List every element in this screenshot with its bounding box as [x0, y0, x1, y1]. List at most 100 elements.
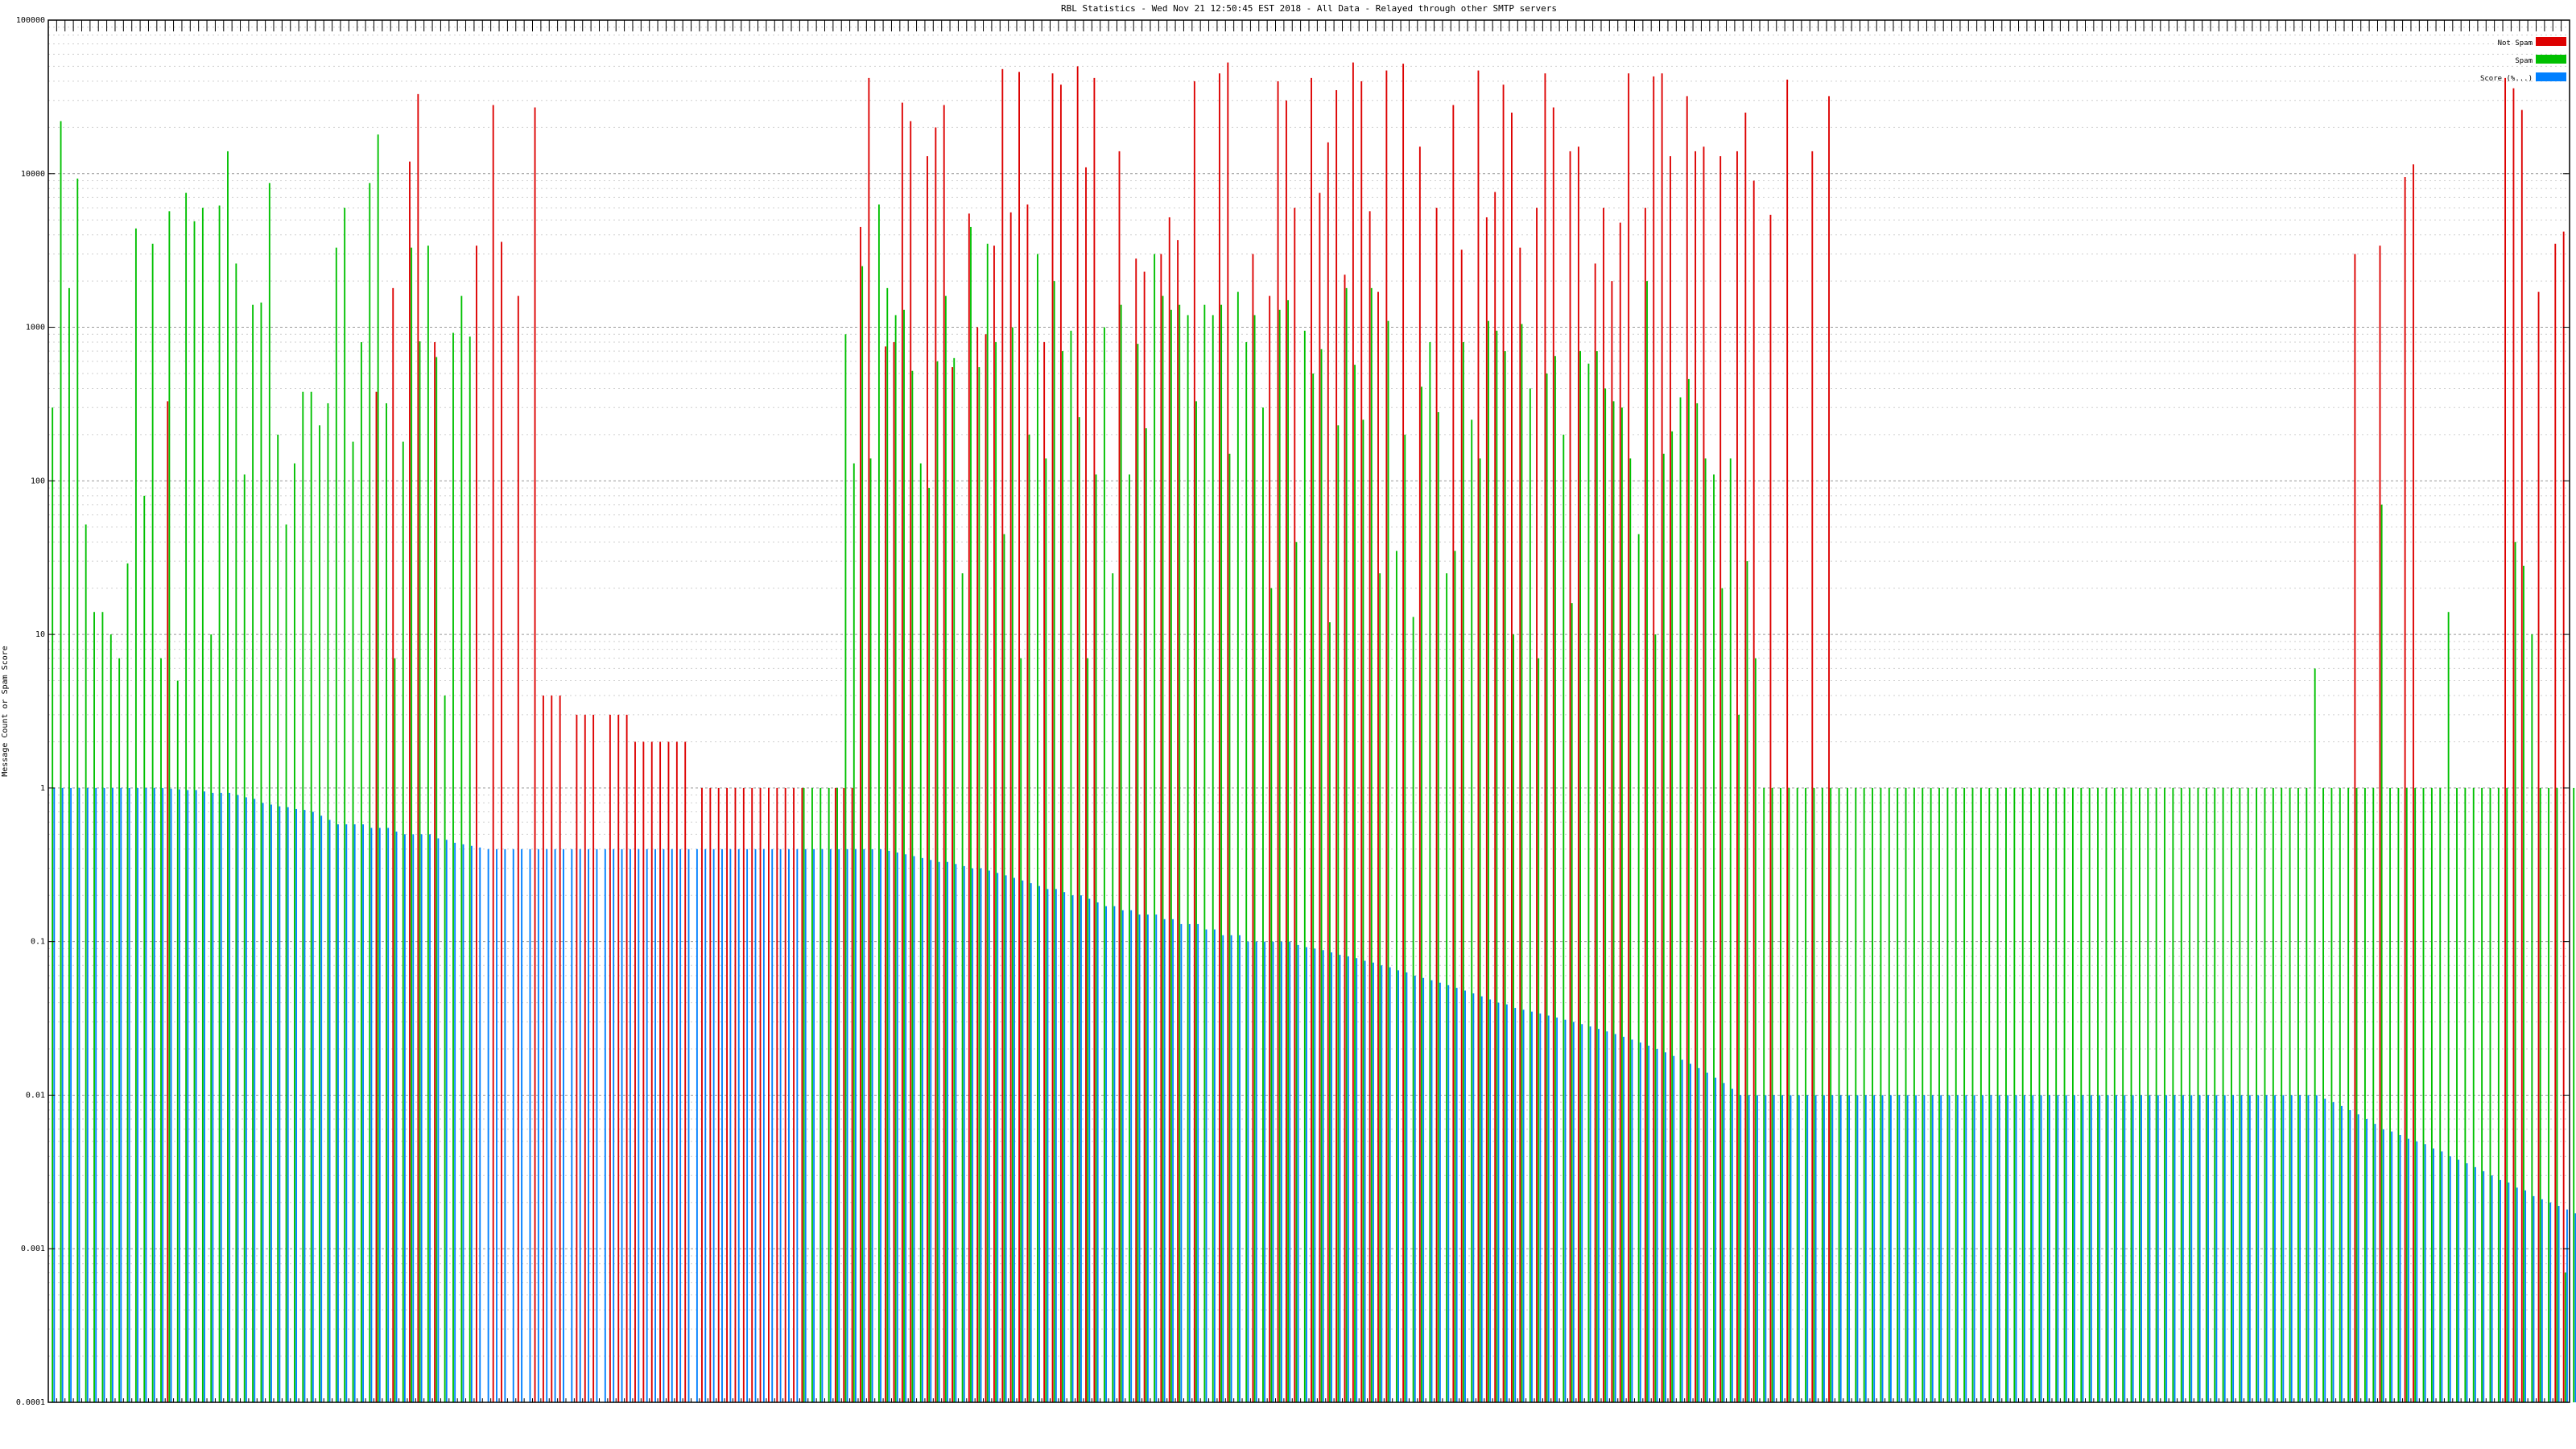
bar-not-spam [742, 787, 745, 1402]
bar-score [170, 788, 172, 1402]
bar-score [888, 850, 890, 1402]
bar-not-spam [1703, 147, 1705, 1402]
bar-not-spam [1786, 79, 1789, 1403]
bar-not-spam [517, 295, 519, 1402]
bar-score [2223, 1095, 2226, 1402]
bar-score [2049, 1095, 2050, 1402]
bar-spam [2363, 787, 2366, 1402]
bar-score [1698, 1067, 1700, 1402]
bar-spam [1045, 458, 1047, 1402]
bar-spam [2005, 787, 2007, 1402]
bar-score [846, 848, 848, 1402]
bar-score [638, 848, 640, 1402]
bar-spam [327, 402, 329, 1403]
bar-score [613, 848, 615, 1402]
bar-score [1773, 1095, 1775, 1402]
bar-spam [2414, 787, 2417, 1402]
bar-spam [277, 434, 279, 1402]
bar-score [2349, 1109, 2351, 1402]
bar-score [1239, 935, 1241, 1402]
bar-score [1823, 1095, 1825, 1402]
bar-score [195, 790, 197, 1402]
bar-score [1222, 935, 1224, 1402]
bar-score [529, 848, 531, 1402]
bar-spam [1996, 787, 1999, 1402]
bar-score [972, 868, 974, 1402]
bar-score [2500, 1179, 2501, 1402]
bar-not-spam [1552, 107, 1554, 1402]
bar-spam [1679, 397, 1682, 1402]
bar-score [1071, 895, 1074, 1402]
bar-not-spam [1009, 212, 1012, 1403]
bar-spam [402, 441, 404, 1402]
bar-not-spam [1828, 96, 1830, 1403]
bar-score [337, 824, 339, 1402]
bar-score [629, 848, 631, 1402]
bar-spam [1604, 388, 1607, 1403]
bar-spam [1020, 658, 1022, 1402]
bar-score [2257, 1095, 2260, 1402]
bar-score [1814, 1095, 1817, 1402]
bar-not-spam [2404, 177, 2406, 1403]
legend: Not Spam Spam Score (%...) [2480, 37, 2566, 83]
bar-spam [2556, 787, 2558, 1402]
bar-spam [928, 488, 931, 1402]
bar-spam [469, 336, 471, 1402]
bar-spam [2389, 787, 2391, 1402]
bar-spam [2113, 787, 2116, 1402]
bar-not-spam [1653, 76, 1655, 1403]
bar-score [1172, 919, 1174, 1402]
bar-score [1138, 914, 1141, 1402]
bar-spam [1011, 327, 1013, 1402]
bar-not-spam [1043, 342, 1046, 1402]
bar-score [312, 811, 314, 1402]
bar-not-spam [1143, 271, 1146, 1403]
bar-spam [2397, 787, 2400, 1402]
bar-not-spam [1494, 192, 1496, 1403]
bar-spam [2456, 787, 2458, 1402]
bar-not-spam [551, 696, 553, 1402]
bar-spam [2422, 787, 2425, 1402]
bar-score [1748, 1095, 1750, 1402]
bar-score [270, 804, 272, 1402]
bar-score [2491, 1175, 2493, 1402]
bar-not-spam [492, 105, 494, 1402]
bar-score [521, 848, 523, 1402]
bar-score [1205, 929, 1208, 1402]
bar-score [1731, 1088, 1733, 1402]
bar-not-spam [1695, 151, 1697, 1403]
bar-score [2566, 1209, 2568, 1402]
bar-score [1422, 977, 1425, 1402]
bar-score [696, 848, 698, 1402]
bar-score [1656, 1049, 1658, 1402]
bar-score [504, 848, 506, 1402]
bar-score [2433, 1148, 2434, 1402]
legend-swatch [2536, 55, 2566, 64]
bar-spam [1387, 320, 1389, 1403]
bar-not-spam [1319, 192, 1321, 1403]
bar-score [103, 787, 105, 1402]
bar-score [1531, 1011, 1533, 1402]
bar-score [771, 848, 774, 1402]
bar-score [2215, 1095, 2218, 1402]
bar-not-spam [701, 787, 703, 1402]
bar-score [2574, 1213, 2576, 1402]
bar-spam [1554, 356, 1556, 1402]
bar-spam [1320, 349, 1323, 1403]
bar-spam [369, 183, 371, 1402]
bar-spam [1462, 342, 1464, 1402]
bar-spam [1922, 787, 1924, 1402]
bar-score [1030, 883, 1032, 1402]
bar-spam [1370, 287, 1373, 1402]
bar-not-spam [2554, 243, 2557, 1402]
bar-score [1856, 1095, 1859, 1402]
bar-score [1163, 919, 1166, 1402]
bar-spam [1328, 622, 1331, 1402]
bar-spam [1805, 787, 1806, 1402]
bar-spam [1070, 330, 1072, 1402]
bar-score [1940, 1095, 1942, 1402]
bar-spam [85, 524, 87, 1402]
bar-not-spam [1536, 208, 1538, 1403]
bar-not-spam [1285, 100, 1287, 1402]
bar-spam [2355, 787, 2358, 1402]
